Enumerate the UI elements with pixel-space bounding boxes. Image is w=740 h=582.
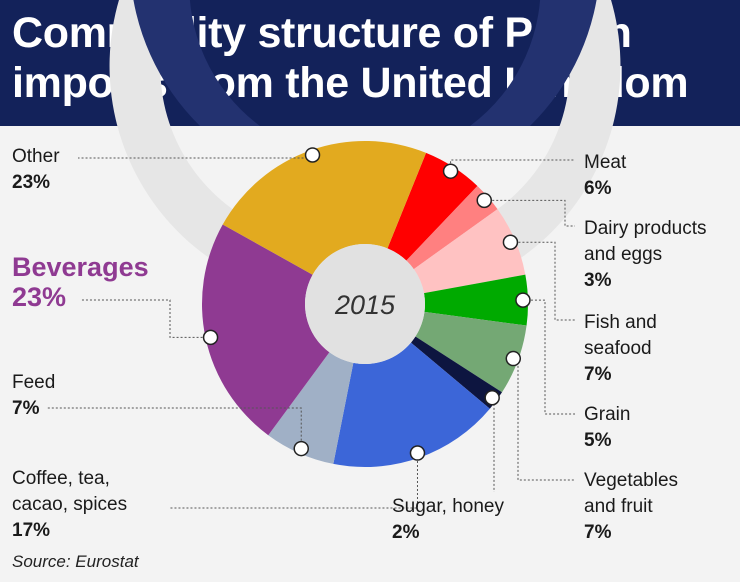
label-meat-name: Meat: [584, 152, 627, 173]
slice-dairy-products-and-eggs: [406, 185, 498, 270]
center-year-label: 2015: [334, 290, 396, 320]
label-grain-name: Grain: [584, 404, 631, 425]
label-other: Other 23%: [12, 144, 60, 196]
leader-dairy-products-and-eggs: [484, 199, 575, 227]
label-feed: Feed 7%: [12, 370, 55, 422]
marker-fish-and-seafood: [502, 234, 519, 251]
label-beverages: Beverages 23%: [12, 252, 149, 312]
slice-sugar-honey: [410, 336, 503, 409]
slice-grain: [424, 274, 528, 326]
slice-vegetables-and-fruit: [415, 311, 527, 393]
marker-sugar-honey: [484, 390, 500, 406]
label-other-value: 23%: [12, 172, 51, 193]
source-note: Source: Eurostat: [12, 552, 139, 571]
label-veg-name-line1: Vegetables: [584, 470, 679, 491]
label-coffee-name-line2: cacao, spices: [12, 494, 128, 515]
slice-beverages: [202, 224, 330, 436]
donut-hole: [305, 244, 425, 364]
leader-fish-and-seafood: [510, 241, 575, 321]
slice-markers: [202, 147, 531, 461]
leader-feed: [46, 407, 302, 449]
label-veg-value: 7%: [584, 522, 612, 543]
label-meat: Meat 6%: [584, 150, 626, 202]
label-dairy-name-line2: and eggs: [584, 244, 663, 265]
label-dairy-value: 3%: [584, 270, 612, 291]
marker-dairy-products-and-eggs: [476, 192, 492, 209]
label-beverages-value: 23%: [12, 282, 67, 312]
label-dairy-name-line1: Dairy products: [584, 218, 707, 239]
background-decoration: [109, 0, 621, 301]
marker-grain: [515, 292, 531, 308]
label-fish-name-line2: seafood: [584, 338, 652, 359]
label-meat-value: 6%: [584, 178, 612, 199]
label-coffee-name-line1: Coffee, tea,: [12, 468, 110, 489]
label-sugar-value: 2%: [392, 522, 420, 543]
label-fish: Fish and seafood 7%: [584, 310, 657, 388]
label-fish-name-line1: Fish and: [584, 312, 657, 333]
label-fish-value: 7%: [584, 364, 612, 385]
label-veg-name-line2: and fruit: [584, 496, 653, 517]
label-feed-name: Feed: [12, 372, 56, 393]
label-grain-value: 5%: [584, 430, 612, 451]
label-grain: Grain 5%: [584, 402, 630, 454]
slice-fish-and-seafood: [413, 209, 526, 294]
label-coffee: Coffee, tea, cacao, spices 17%: [12, 466, 127, 544]
marker-feed: [293, 440, 309, 457]
marker-coffee-tea-cacao-spices: [409, 445, 426, 461]
label-dairy: Dairy products and eggs 3%: [584, 216, 707, 294]
label-feed-value: 7%: [12, 398, 40, 419]
slice-other: [222, 141, 427, 275]
label-beverages-name: Beverages: [12, 252, 149, 282]
leader-vegetables-and-fruit: [513, 358, 575, 481]
label-veg: Vegetables and fruit 7%: [584, 468, 678, 546]
slice-meat: [387, 152, 478, 261]
marker-vegetables-and-fruit: [505, 350, 522, 367]
leader-sugar-honey: [492, 397, 495, 492]
leader-beverages: [80, 299, 211, 338]
marker-meat: [442, 163, 459, 179]
label-coffee-value: 17%: [12, 520, 51, 541]
label-other-name: Other: [12, 146, 60, 167]
label-sugar: Sugar, honey 2%: [392, 494, 504, 546]
slice-coffee-tea-cacao-spices: [333, 342, 490, 467]
slice-feed: [268, 352, 354, 464]
marker-beverages: [202, 329, 219, 346]
leader-other: [78, 154, 314, 159]
label-sugar-name: Sugar, honey: [392, 496, 504, 517]
donut-slices: [202, 141, 528, 467]
leader-grain: [522, 299, 575, 415]
marker-other: [304, 147, 321, 163]
